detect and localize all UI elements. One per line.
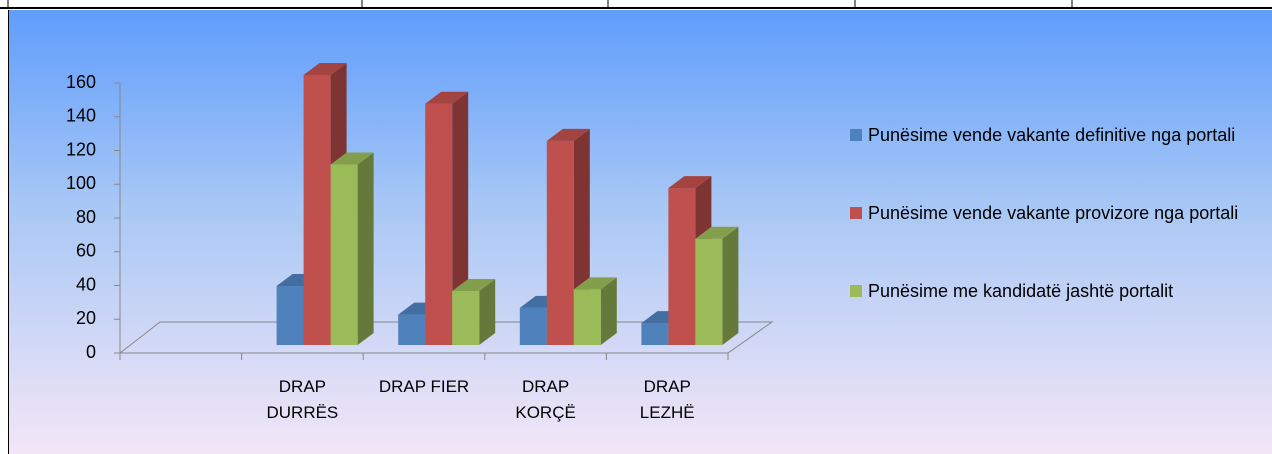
bar-front <box>303 75 331 345</box>
bar-top <box>546 128 590 141</box>
bar <box>695 226 739 345</box>
bar <box>425 91 469 345</box>
bar-front <box>546 140 574 345</box>
bar-side <box>479 279 496 345</box>
bar-side <box>722 226 739 345</box>
y-tick-label: 20 <box>76 308 96 328</box>
legend-swatch <box>850 207 862 219</box>
x-tick-label: DRAP FIER <box>378 377 470 396</box>
legend-label: Punësime vende vakante provizore nga por… <box>868 203 1239 223</box>
bar-side <box>600 277 617 345</box>
y-tick-label: 120 <box>66 139 96 159</box>
bar-front <box>425 103 453 345</box>
bar-front <box>573 289 601 345</box>
bar-front <box>398 314 426 345</box>
floor <box>118 321 774 354</box>
y-tick-label: 60 <box>76 241 96 261</box>
y-tick-label: 40 <box>76 274 96 294</box>
bar-front <box>330 164 358 345</box>
bar-top <box>452 279 496 291</box>
legend-swatch <box>850 285 862 297</box>
bar-front <box>641 323 669 345</box>
bar <box>573 277 617 345</box>
bar <box>330 152 374 345</box>
x-tick-label: DRAP LEZHË <box>639 377 695 422</box>
y-tick-label: 160 <box>66 72 96 92</box>
bar-front <box>695 238 723 345</box>
bar-top <box>695 226 739 239</box>
legend-label: Punësime vende vakante definitive nga po… <box>868 125 1236 145</box>
bar-top <box>425 91 469 104</box>
bar-top <box>668 176 712 189</box>
y-tick-label: 0 <box>86 342 96 362</box>
bar-top <box>330 152 374 165</box>
bar-front <box>668 188 696 345</box>
bar-front <box>452 291 480 345</box>
bar-side <box>357 152 374 345</box>
legend-label: Punësime me kandidatë jashtë portalit <box>868 281 1174 301</box>
legend-swatch <box>850 129 862 141</box>
y-tick-label: 140 <box>66 106 96 126</box>
y-tick-label: 100 <box>66 173 96 193</box>
chart-area <box>8 10 1272 454</box>
x-tick-label: DRAP KORÇË <box>515 377 576 422</box>
bar-top <box>303 63 347 75</box>
bar-side <box>452 91 469 345</box>
y-tick-label: 80 <box>76 207 96 227</box>
bar-top <box>573 277 617 290</box>
bar-front <box>276 285 304 345</box>
bar <box>452 279 496 345</box>
bar-front <box>519 307 547 345</box>
x-tick-label: DRAP DURRËS <box>266 377 339 422</box>
